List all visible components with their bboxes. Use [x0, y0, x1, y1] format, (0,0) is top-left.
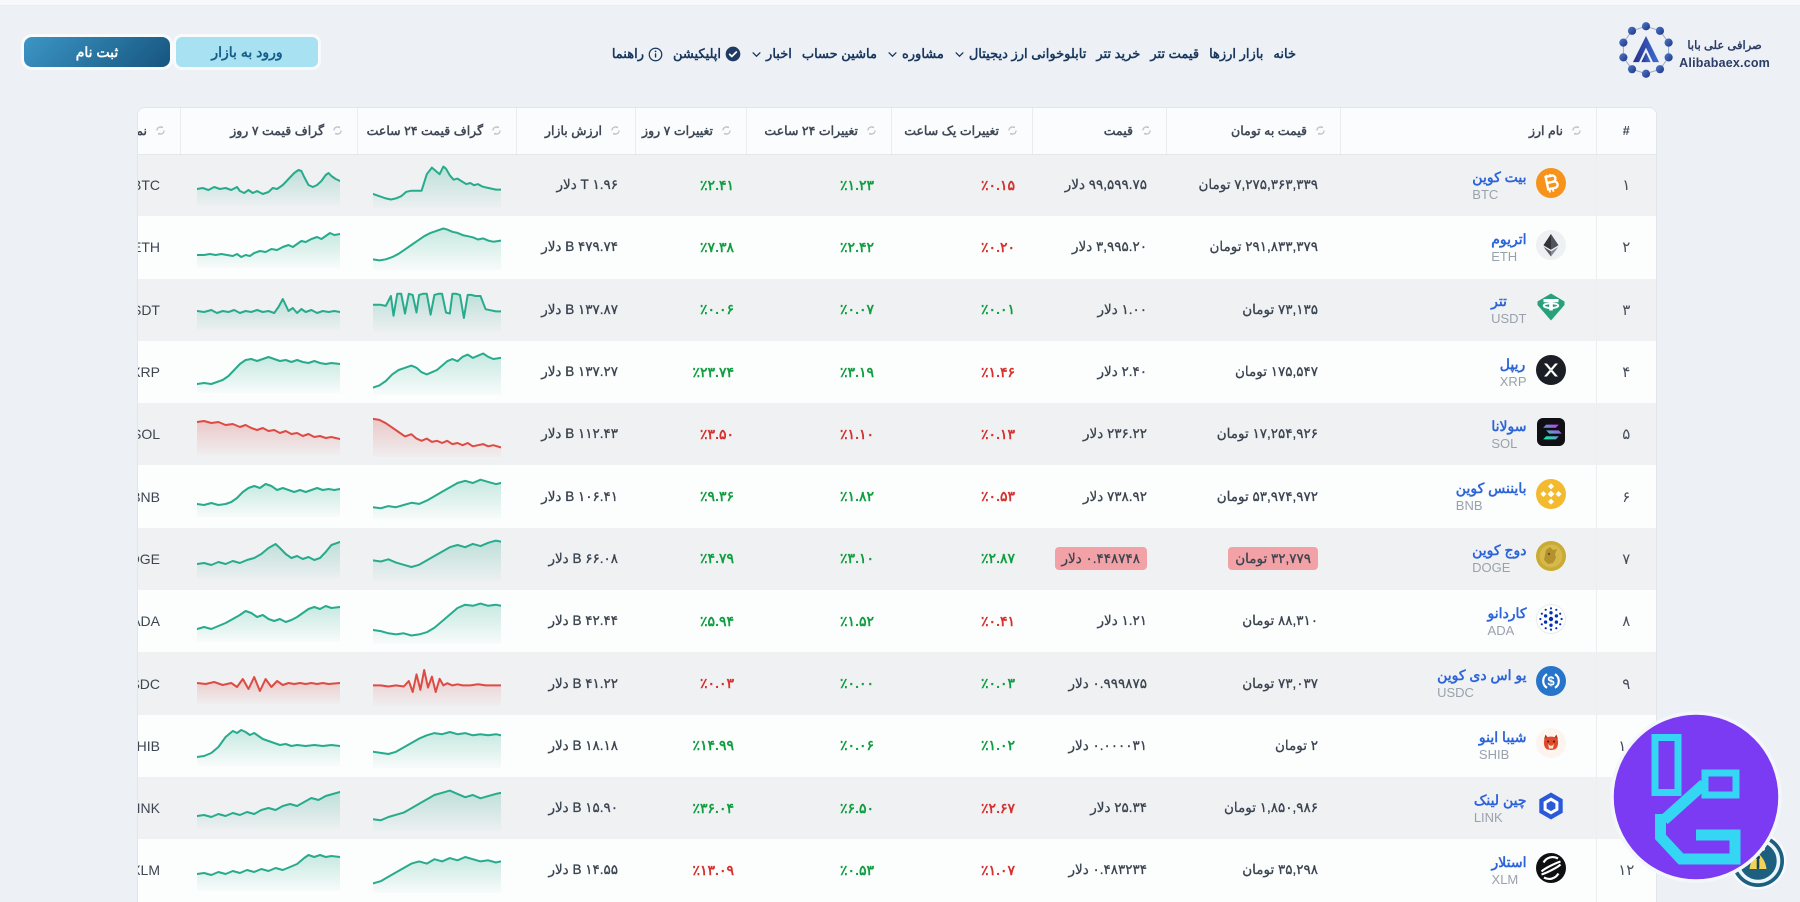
svg-text:$: $	[1547, 674, 1555, 689]
